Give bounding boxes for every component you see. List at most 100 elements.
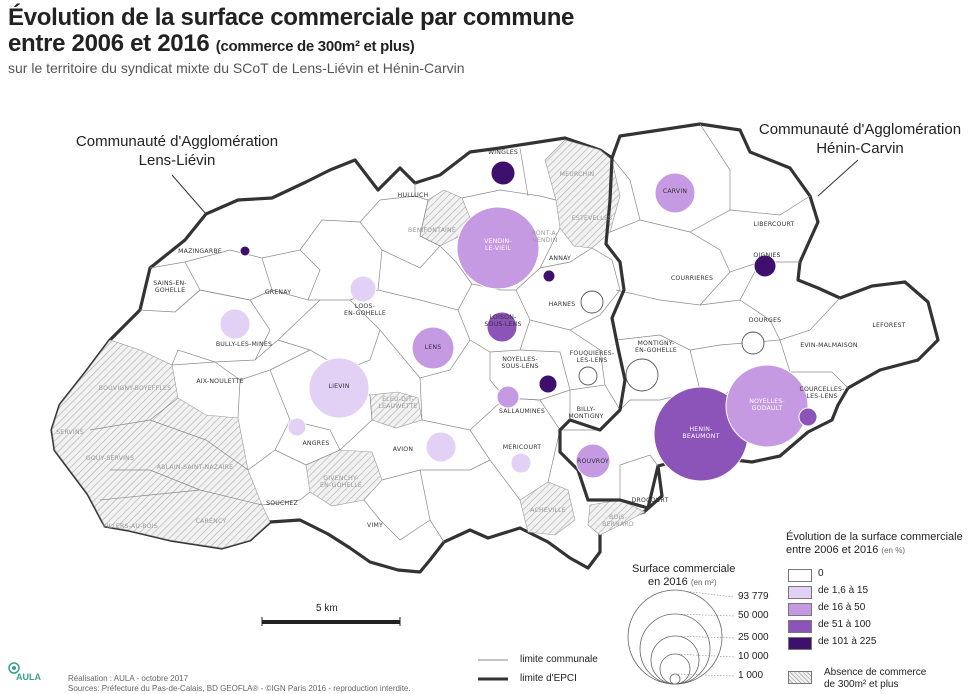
label-mazingarbe: MAZINGARBE bbox=[178, 248, 222, 255]
label-gouy-servins: GOUY-SERVINS bbox=[86, 455, 134, 462]
legend-class-label-0: 0 bbox=[818, 568, 824, 579]
label-courrieres: COURRIERES bbox=[671, 275, 713, 282]
label-eleu-dit-leauwette: ELEU-DIT-LEAUWETTE bbox=[378, 396, 417, 410]
legend-swatch-4 bbox=[788, 637, 812, 650]
epci-leader-lens-lievin bbox=[171, 174, 207, 215]
label-loos-en-gohelle: LOOS-EN-GOHELLE bbox=[344, 303, 386, 317]
circle-oignies bbox=[753, 254, 777, 278]
footer-sources: Sources: Préfecture du Pas-de-Calais, BD… bbox=[68, 684, 411, 693]
circle-lens bbox=[411, 326, 455, 370]
legend-class-label-2: de 16 à 50 bbox=[818, 602, 866, 613]
label-sains-en-gohelle: SAINS-EN-GOHELLE bbox=[153, 280, 186, 294]
label-montigny-en-gohelle: MONTIGNY-EN-GOHELLE bbox=[635, 340, 677, 354]
map-subtitle: sur le territoire du syndicat mixte du S… bbox=[8, 60, 465, 76]
label-carency: CARENCY bbox=[196, 518, 227, 525]
label-wingles: WINGLES bbox=[488, 149, 518, 156]
legend-surface-value-3: 10 000 bbox=[738, 651, 769, 662]
no-commerce-areas bbox=[51, 139, 646, 549]
label-noyelles-godault: NOYELLES-GODAULT bbox=[749, 398, 785, 412]
legend-swatch-0 bbox=[788, 569, 812, 582]
label-mericourt: MERICOURT bbox=[503, 444, 542, 451]
label-dourges: DOURGES bbox=[749, 317, 782, 324]
hatch-servins-carency bbox=[51, 339, 271, 549]
epci-label-lens-lievin: Communauté d'Agglomération Lens-Liévin bbox=[62, 132, 292, 170]
label-billy-montigny: BILLY-MONTIGNY bbox=[568, 406, 603, 420]
circle-annay bbox=[542, 269, 556, 283]
label-ablain-saint-nazaire: ABLAIN-SAINT-NAZAIRE bbox=[157, 464, 234, 471]
map-title-line2: entre 2006 et 2016 (commerce de 300m² et… bbox=[8, 30, 415, 58]
label-benifontaine: BENIFONTAINE bbox=[408, 227, 456, 234]
legend-class-label-4: de 101 à 225 bbox=[818, 636, 877, 647]
title-note: (commerce de 300m² et plus) bbox=[215, 38, 415, 55]
legend-no-commerce: Absence de commerce de 300m² et plus bbox=[824, 667, 926, 691]
label-souchez: SOUCHEZ bbox=[266, 500, 298, 507]
label-grenay: GRENAY bbox=[265, 289, 291, 296]
legend-evolution-title-line1: Évolution de la surface commerciale bbox=[786, 531, 963, 543]
scale-bar-label: 5 km bbox=[316, 603, 338, 614]
legend-limit-epci: limite d'EPCI bbox=[520, 673, 577, 684]
circle-angres bbox=[287, 417, 307, 437]
label-rouvroy: ROUVROY bbox=[577, 458, 609, 465]
legend-hatch-swatch bbox=[788, 671, 812, 684]
label-fouquieres-les-lens: FOUQUIERES-LES-LENS bbox=[570, 350, 615, 364]
legend-circle-leader-0 bbox=[674, 589, 735, 598]
legend-surface-value-4: 1 000 bbox=[738, 670, 764, 681]
legend-surface-title: Surface commerciale en 2016 (en m²) bbox=[632, 563, 735, 589]
legend-class-label-1: de 1,6 à 15 bbox=[818, 585, 869, 596]
label-leforest: LEFOREST bbox=[872, 322, 905, 329]
legend-no-commerce-line2: de 300m² et plus bbox=[824, 679, 899, 690]
circle-mazingarbe bbox=[239, 245, 251, 257]
aula-logo-icon bbox=[8, 662, 20, 674]
legend-circle-leader-3 bbox=[674, 653, 735, 658]
legend-swatch-1 bbox=[788, 586, 812, 599]
epci-label-henin-carvin-line1: Communauté d'Agglomération bbox=[758, 121, 962, 138]
legend-surface-value-2: 25 000 bbox=[738, 632, 769, 643]
label-drocourt: DROCOURT bbox=[632, 497, 669, 504]
circle-lievin bbox=[308, 357, 370, 419]
footer-credits: Réalisation : AULA - octobre 2017 bbox=[68, 674, 189, 683]
label-noyelles-sous-lens: NOYELLES-SOUS-LENS bbox=[501, 356, 538, 370]
legend-surface-value-0: 93 779 bbox=[738, 591, 769, 602]
label-vendin-le-vieil: VENDIN-LE-VIEIL bbox=[484, 238, 512, 252]
map-title: Évolution de la surface commerciale par … bbox=[8, 4, 575, 31]
epci-limit bbox=[558, 157, 660, 510]
label-avion: AVION bbox=[393, 446, 414, 453]
circle-noyelles-sous-lens bbox=[538, 374, 558, 394]
epci-label-lens-lievin-line1: Communauté d'Agglomération bbox=[75, 133, 279, 150]
label-acheville: ACHEVILLE bbox=[530, 507, 566, 514]
circle-vendin-le-vieil bbox=[456, 206, 540, 290]
epci-label-henin-carvin: Communauté d'Agglomération Hénin-Carvin bbox=[744, 120, 976, 158]
label-villers-au-bois: VILLERS-AU-BOIS bbox=[102, 523, 158, 530]
label-carvin: CARVIN bbox=[663, 188, 688, 195]
label-bully-les-mines: BULLY-LES-MINES bbox=[216, 341, 272, 348]
epci-label-henin-carvin-line2: Hénin-Carvin bbox=[816, 140, 904, 157]
circle-wingles bbox=[490, 160, 516, 186]
circle-noyelles-godault bbox=[725, 364, 809, 448]
circle-loos-en-gohelle bbox=[349, 275, 377, 303]
legend-surface-value-1: 50 000 bbox=[738, 610, 769, 621]
label-sallaumines: SALLAUMINES bbox=[499, 408, 545, 415]
label-aix-noulette: AIX-NOULETTE bbox=[196, 378, 243, 385]
legend-circle-leader-1 bbox=[674, 613, 735, 617]
surface-circles bbox=[219, 160, 818, 482]
circle-bully-les-mines bbox=[219, 308, 251, 340]
label-meurchin: MEURCHIN bbox=[560, 171, 595, 178]
circle-sallaumines bbox=[496, 385, 520, 409]
label-loison-sous-lens: LOISON-SOUS-LENS bbox=[484, 314, 521, 328]
legend-surface-unit: (en m²) bbox=[690, 578, 717, 587]
hatch-benifontaine bbox=[419, 189, 471, 247]
legend-limit-communale: limite communale bbox=[520, 654, 598, 665]
epci-label-lens-lievin-line2: Lens-Liévin bbox=[138, 152, 216, 169]
circle-rouvroy bbox=[575, 443, 611, 479]
legend-circle-leader-4 bbox=[674, 673, 735, 677]
legend-surface-title-line2: en 2016 bbox=[648, 576, 688, 588]
label-lens: LENS bbox=[425, 344, 442, 351]
label-angres: ANGRES bbox=[303, 440, 330, 447]
label-evin-malmaison: EVIN-MALMAISON bbox=[800, 342, 858, 349]
label-pont-a-vendin: PONT-A-VENDIN bbox=[532, 230, 558, 244]
label-harnes: HARNES bbox=[549, 301, 576, 308]
label-annay: ANNAY bbox=[549, 255, 571, 262]
circle-avion bbox=[425, 431, 457, 463]
hatch-givenchy bbox=[305, 449, 383, 507]
